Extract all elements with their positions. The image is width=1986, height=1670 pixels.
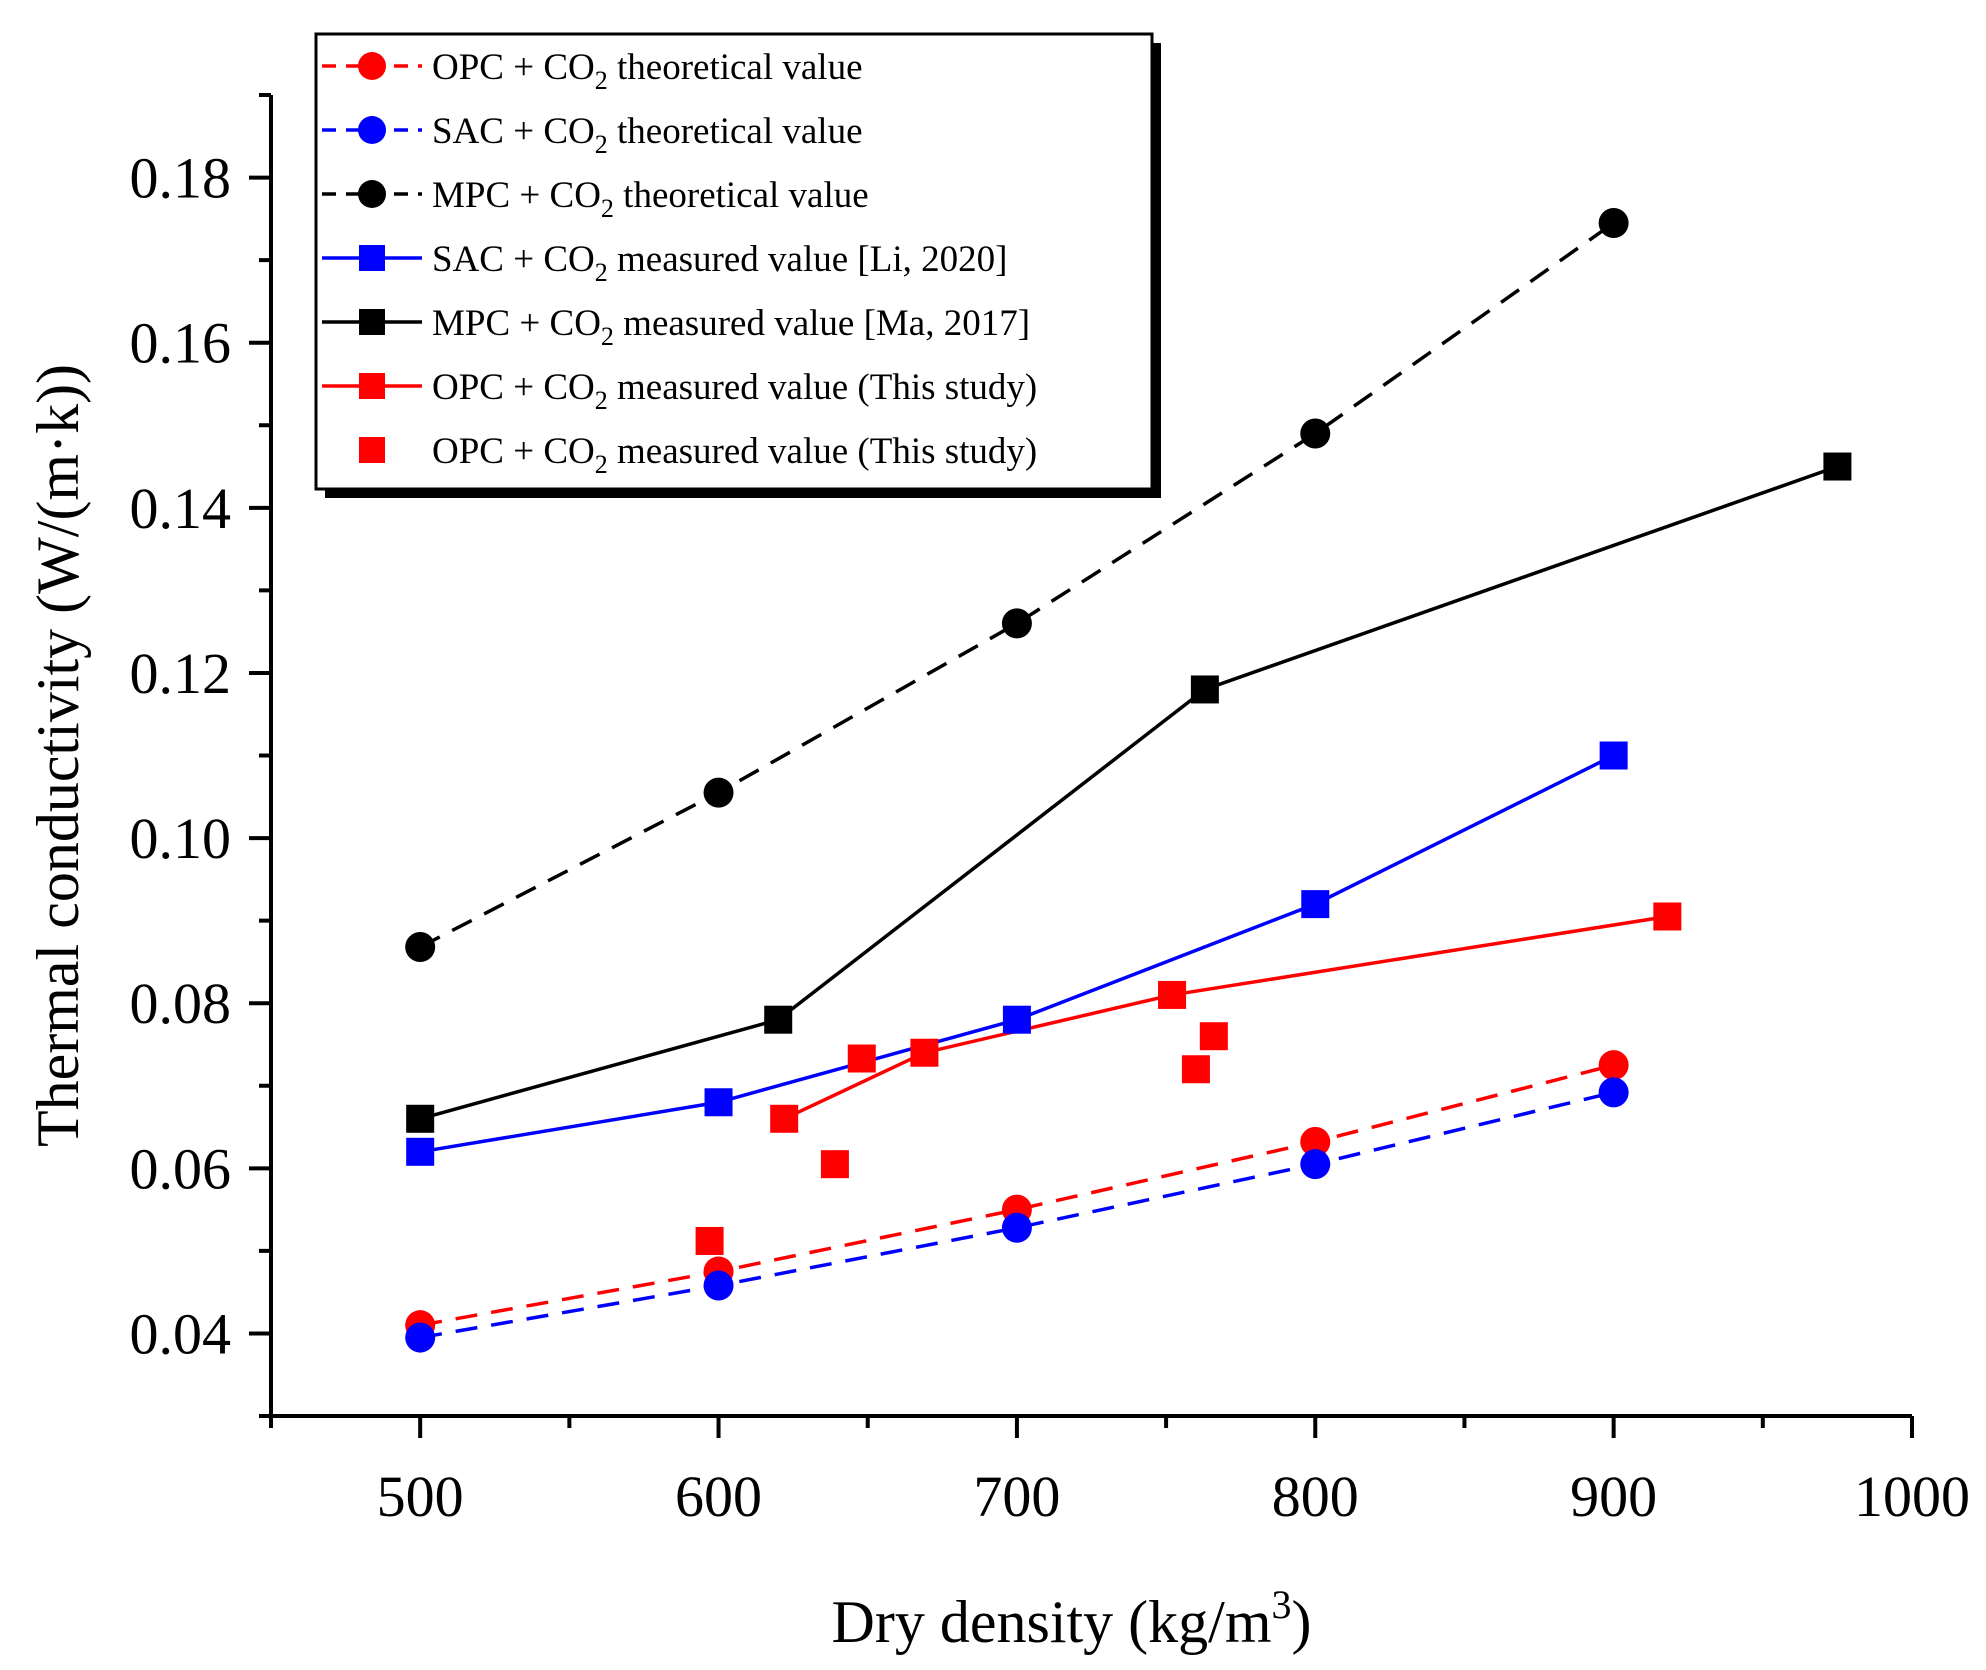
legend-marker-6 <box>359 437 385 463</box>
data-point-4-2 <box>1190 675 1219 704</box>
data-point-5-2 <box>1158 980 1187 1009</box>
data-point-1-4 <box>1598 1077 1629 1108</box>
data-point-5-0 <box>770 1104 799 1133</box>
series-layer <box>419 221 1838 1340</box>
data-point-4-1 <box>764 1005 793 1034</box>
x-axis-title: Dry density (kg/m3) <box>832 1582 1312 1655</box>
marker-layer <box>405 207 1852 1353</box>
data-point-3-0 <box>406 1137 435 1166</box>
data-point-4-0 <box>406 1104 435 1133</box>
x-tick-label: 600 <box>675 1464 762 1529</box>
legend-label-3: SAC + CO2 measured value [Li, 2020] <box>432 239 1007 287</box>
data-point-1-2 <box>1001 1212 1032 1243</box>
data-point-6-2 <box>847 1044 876 1073</box>
data-point-3-2 <box>1002 1005 1031 1034</box>
y-tick-label: 0.12 <box>130 641 232 706</box>
y-tick-label: 0.08 <box>130 971 232 1036</box>
y-tick-label: 0.10 <box>130 806 232 871</box>
data-point-2-0 <box>405 932 436 963</box>
series-line-5 <box>783 914 1668 1121</box>
data-point-1-0 <box>405 1322 436 1353</box>
legend-label-0: OPC + CO2 theoretical value <box>432 47 863 95</box>
data-point-2-1 <box>703 777 734 808</box>
x-tick-label: 700 <box>973 1464 1060 1529</box>
y-tick-label: 0.18 <box>130 146 232 211</box>
y-tick-label: 0.04 <box>130 1301 232 1366</box>
legend-marker-4 <box>359 309 385 335</box>
data-point-1-3 <box>1300 1149 1331 1180</box>
legend-label-2: MPC + CO2 theoretical value <box>432 175 869 223</box>
data-point-5-1 <box>910 1038 939 1067</box>
data-point-3-3 <box>1301 890 1330 919</box>
data-point-4-3 <box>1823 452 1852 481</box>
series-line-1 <box>419 1090 1615 1340</box>
legend-marker-5 <box>359 373 385 399</box>
axis-titles: Dry density (kg/m3) Thermal conductivity … <box>25 364 1311 1655</box>
legend-marker-3 <box>359 245 385 271</box>
legend-marker-0 <box>358 52 386 80</box>
data-point-2-3 <box>1300 418 1331 449</box>
x-tick-label: 1000 <box>1854 1464 1970 1529</box>
data-point-2-4 <box>1598 207 1629 238</box>
x-tick-label: 500 <box>377 1464 464 1529</box>
data-point-1-1 <box>703 1270 734 1301</box>
data-point-2-2 <box>1001 608 1032 639</box>
data-point-0-3 <box>1300 1126 1331 1157</box>
legend: OPC + CO2 theoretical value SAC + CO2 the… <box>314 32 1161 498</box>
x-tick-label: 900 <box>1570 1464 1657 1529</box>
legend-label-6: OPC + CO2 measured value (This study) <box>432 431 1037 479</box>
legend-label-5: OPC + CO2 measured value (This study) <box>432 367 1037 415</box>
series-line-4 <box>419 464 1838 1121</box>
data-point-5-3 <box>1653 902 1682 931</box>
legend-label-4: MPC + CO2 measured value [Ma, 2017] <box>432 303 1030 351</box>
series-line-2 <box>419 221 1615 949</box>
y-tick-label: 0.06 <box>130 1136 232 1201</box>
series-line-0 <box>419 1063 1615 1327</box>
y-axis-title: Thermal conductivity (W/(m·k)) <box>25 364 91 1147</box>
axes-layer: 500 600 700 800 900 1000 0.04 0.06 0.08 0.10 0.12 0… <box>130 93 1970 1529</box>
legend-marker-2 <box>358 180 386 208</box>
data-point-6-1 <box>820 1150 849 1179</box>
x-tick-label: 800 <box>1272 1464 1359 1529</box>
legend-box <box>314 32 1154 491</box>
data-point-6-0 <box>695 1226 724 1255</box>
data-point-3-1 <box>704 1088 733 1117</box>
data-point-6-3 <box>1181 1055 1210 1084</box>
data-point-6-4 <box>1199 1022 1228 1051</box>
y-tick-label: 0.16 <box>130 311 232 376</box>
data-point-3-4 <box>1599 741 1628 770</box>
legend-marker-1 <box>358 116 386 144</box>
y-tick-label: 0.14 <box>130 476 232 541</box>
legend-label-1: SAC + CO2 theoretical value <box>432 111 863 159</box>
data-point-0-4 <box>1598 1050 1629 1081</box>
